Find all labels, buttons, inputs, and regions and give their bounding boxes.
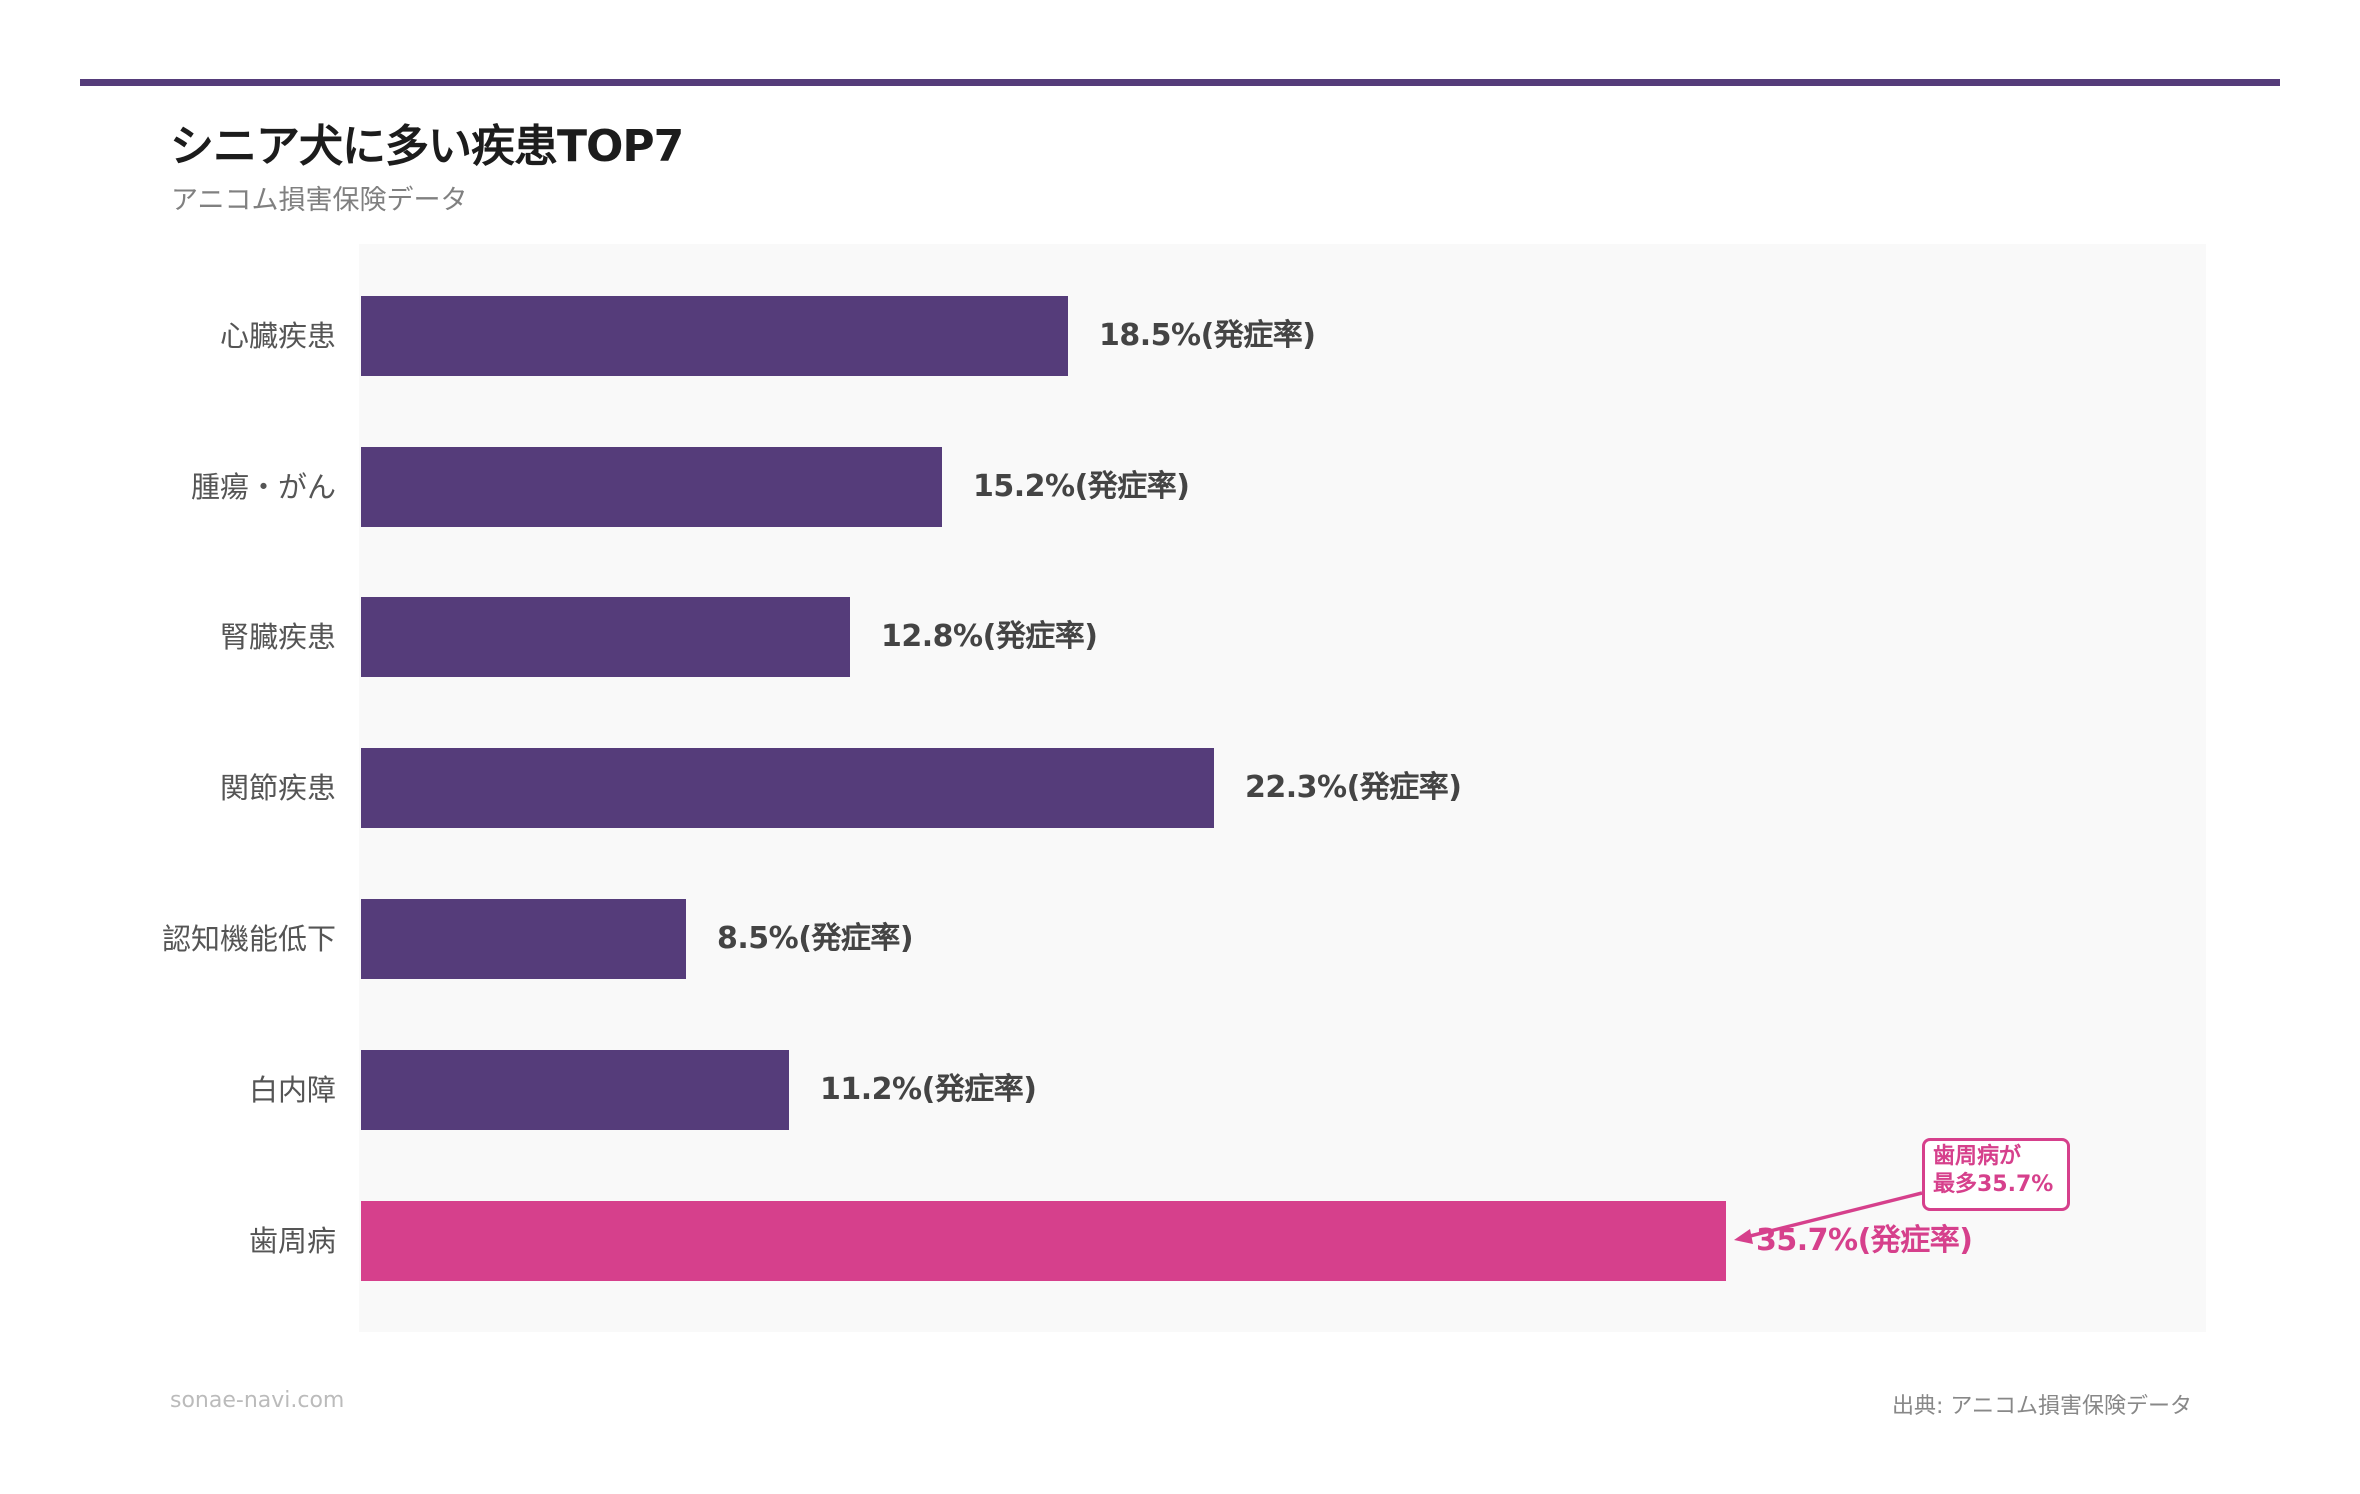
category-label: 腫瘍・がん: [190, 470, 336, 504]
chart-subtitle: アニコム損害保険データ: [171, 185, 468, 216]
category-label: 認知機能低下: [161, 922, 336, 956]
annotation-line-2: 最多35.7%: [1933, 1172, 2054, 1197]
source-credit: 出典: アニコム損害保険データ: [1892, 1394, 2192, 1419]
site-credit: sonae-navi.com: [170, 1388, 345, 1413]
annotation-line-1: 歯周病が: [1933, 1144, 2022, 1169]
value-label: 15.2%(発症率): [973, 469, 1190, 504]
value-label: 8.5%(発症率): [717, 921, 914, 956]
bar-row: 心臓疾患 18.5%(発症率): [0, 296, 2360, 376]
value-label: 18.5%(発症率): [1099, 318, 1316, 353]
value-label: 11.2%(発症率): [820, 1072, 1037, 1107]
value-label: 22.3%(発症率): [1245, 770, 1462, 805]
top-accent-rule: [80, 79, 2280, 86]
category-label: 白内障: [248, 1073, 336, 1107]
bar: [361, 1050, 789, 1130]
chart-title: シニア犬に多い疾患TOP7: [170, 121, 684, 172]
value-label-highlight: 35.7%(発症率): [1756, 1223, 1973, 1258]
bar: [361, 748, 1214, 828]
bar: [361, 899, 686, 979]
category-label: 心臓疾患: [219, 319, 336, 353]
bar: [361, 447, 942, 527]
bar-row: 腎臓疾患 12.8%(発症率): [0, 597, 2360, 677]
bar: [361, 597, 850, 677]
bar-highlight: [361, 1201, 1726, 1281]
annotation-callout: 歯周病が 最多35.7%: [1922, 1138, 2070, 1211]
bar-row-highlight: 歯周病 35.7%(発症率): [0, 1201, 2360, 1281]
category-label: 関節疾患: [219, 771, 336, 805]
bar-row: 腫瘍・がん 15.2%(発症率): [0, 447, 2360, 527]
bar-row: 白内障 11.2%(発症率): [0, 1050, 2360, 1130]
bar-row: 認知機能低下 8.5%(発症率): [0, 899, 2360, 979]
category-label: 歯周病: [248, 1224, 336, 1258]
bar: [361, 296, 1068, 376]
value-label: 12.8%(発症率): [881, 619, 1098, 654]
category-label: 腎臓疾患: [219, 620, 336, 654]
bar-row: 関節疾患 22.3%(発症率): [0, 748, 2360, 828]
